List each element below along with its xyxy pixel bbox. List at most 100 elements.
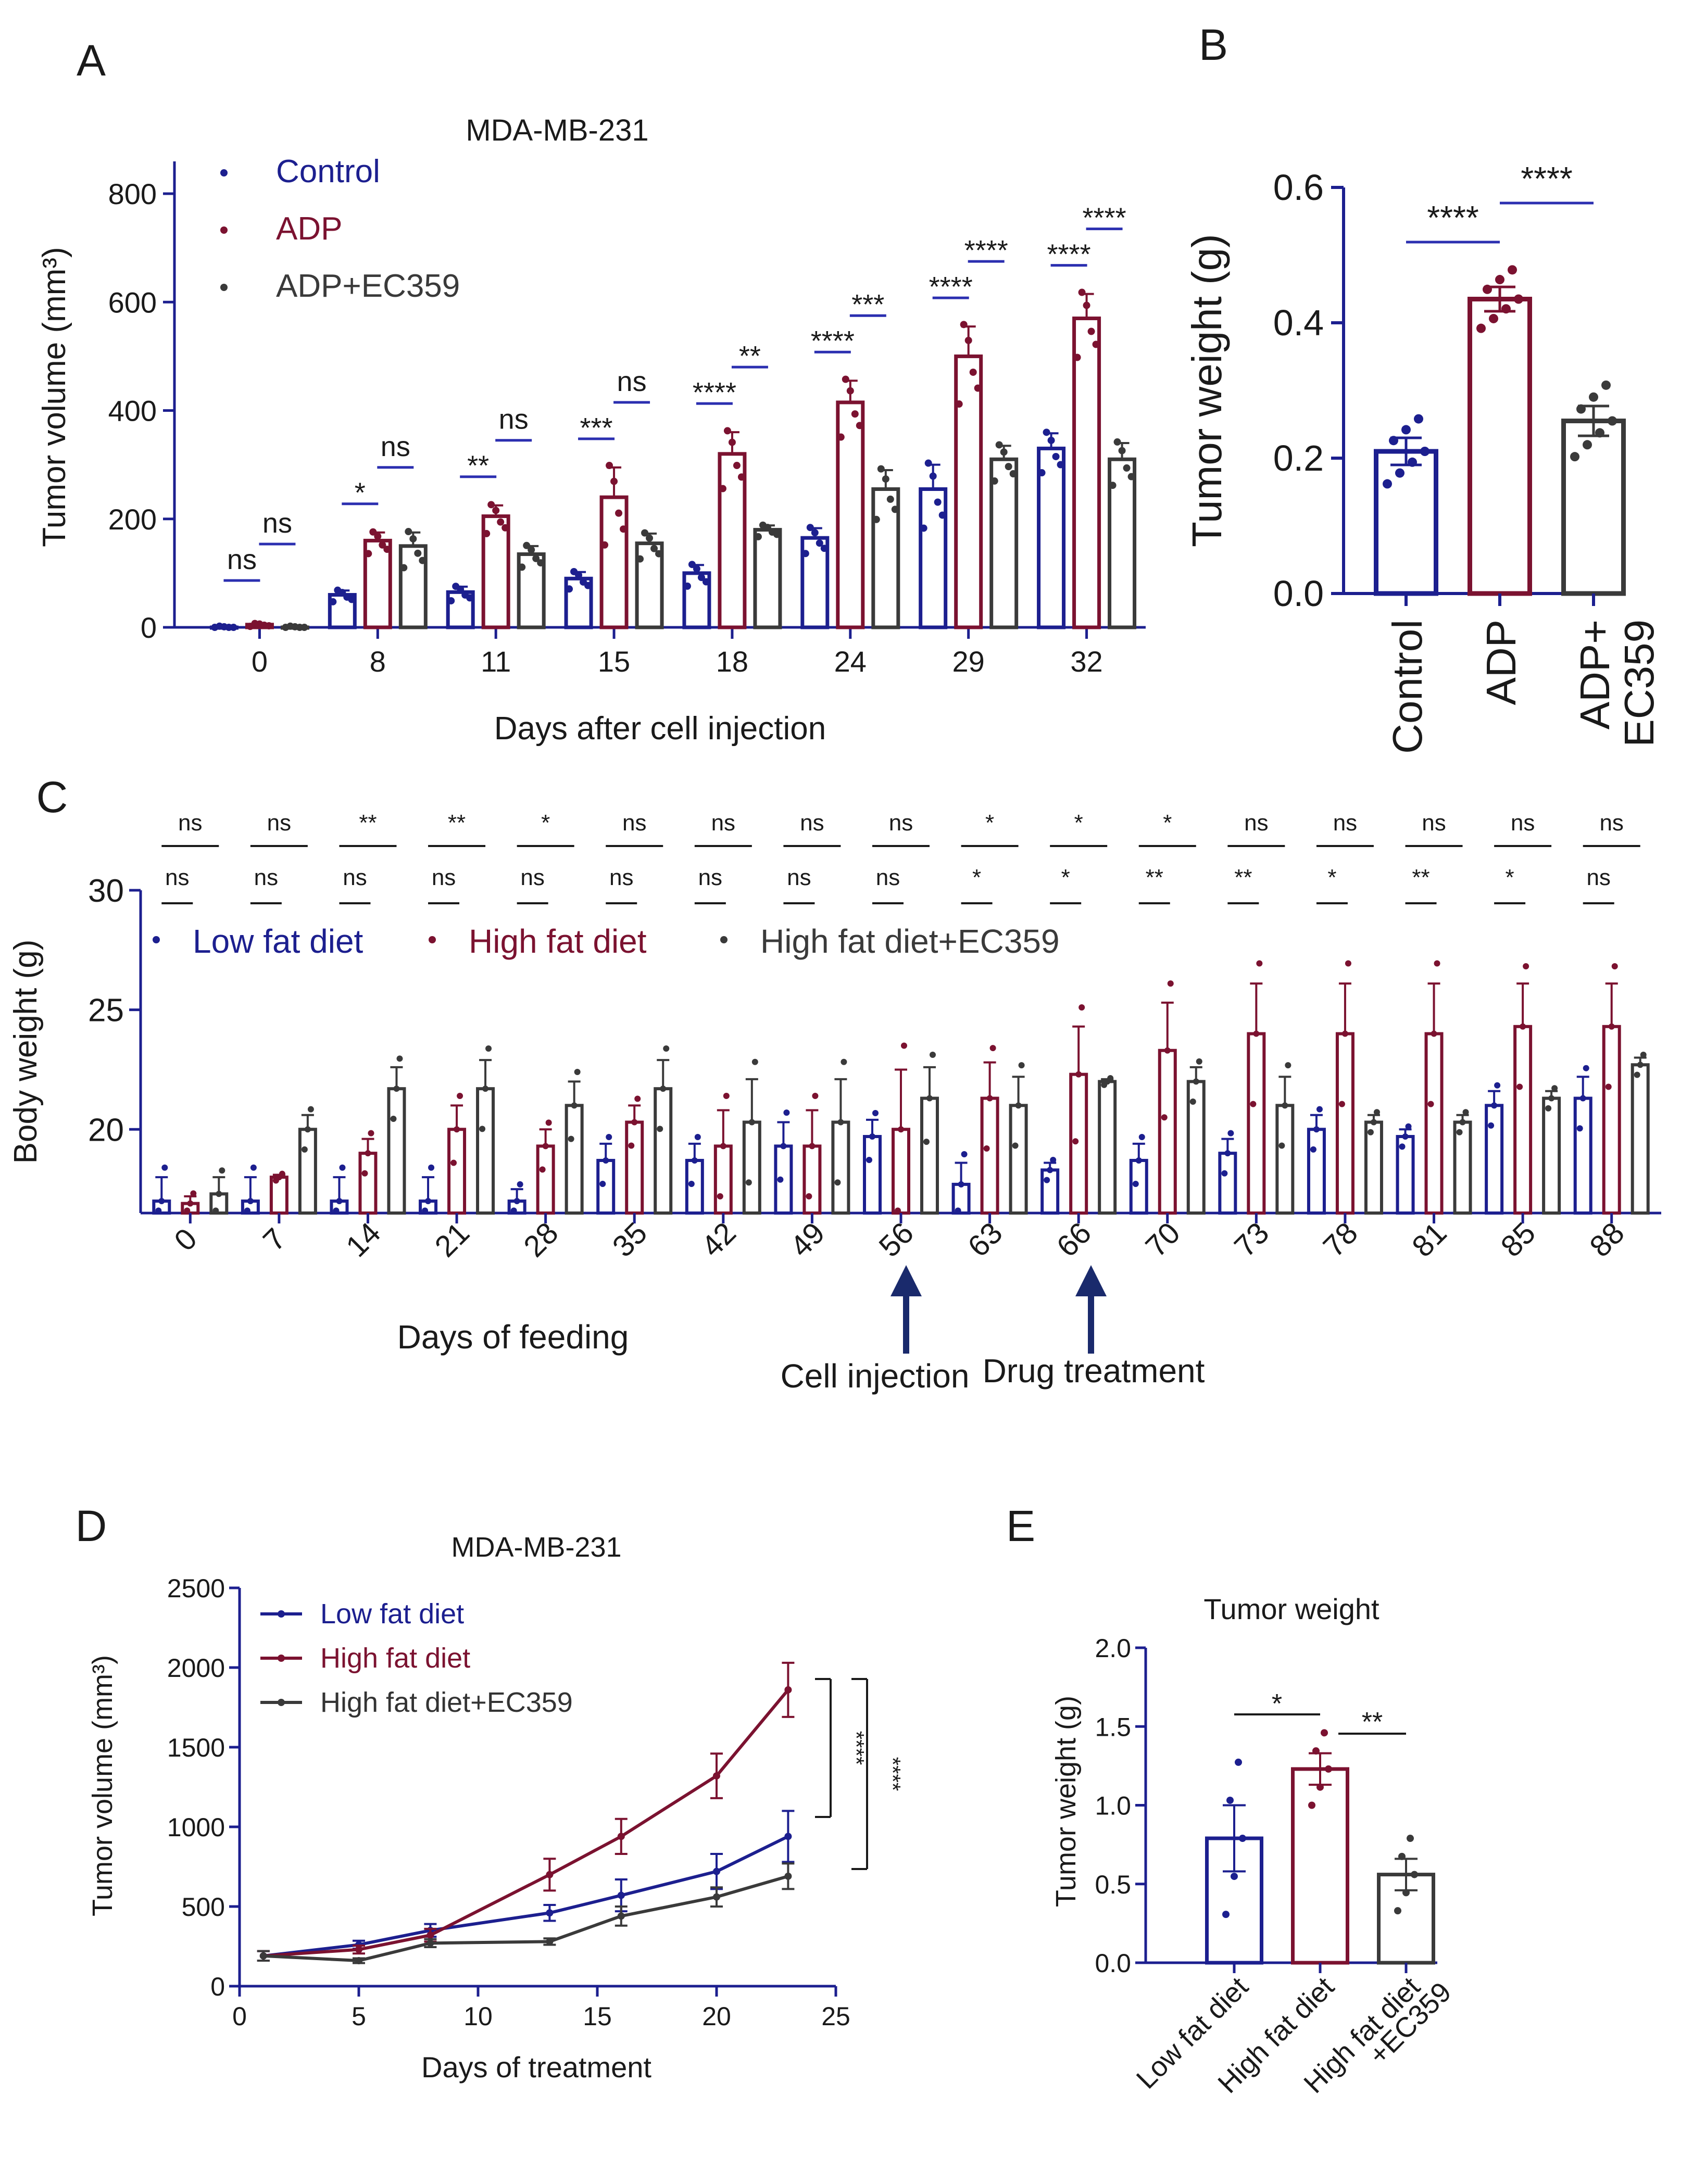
data-point bbox=[837, 433, 845, 441]
panel-d: MDA-MB-231 0 500 1000 1500 2000 2500 0 5 10 15 20 25… bbox=[87, 1532, 905, 2084]
significance-label: * bbox=[355, 477, 366, 509]
x-tick-label: 0 bbox=[252, 645, 268, 678]
bar bbox=[1631, 1063, 1650, 1215]
data-point bbox=[1341, 1030, 1348, 1037]
bar-adp bbox=[954, 354, 983, 629]
y-tick-label: 0 bbox=[210, 1972, 225, 2001]
data-point bbox=[924, 459, 932, 467]
data-point bbox=[1576, 404, 1586, 414]
data-point bbox=[901, 1042, 907, 1049]
bar bbox=[831, 1120, 850, 1215]
data-point bbox=[454, 1126, 460, 1133]
significance-label: **** bbox=[811, 325, 855, 357]
bar bbox=[1218, 1152, 1237, 1215]
bar bbox=[1307, 1128, 1326, 1215]
data-point bbox=[1431, 1030, 1437, 1037]
legend-marker bbox=[153, 936, 160, 943]
significance-label: ** bbox=[467, 450, 489, 482]
data-point bbox=[1491, 1102, 1498, 1109]
data-point bbox=[190, 1190, 197, 1197]
data-point bbox=[1583, 1065, 1589, 1071]
bar-adp bbox=[363, 538, 392, 629]
significance-label: **** bbox=[1047, 239, 1091, 270]
y-tick-label: 1500 bbox=[167, 1733, 225, 1762]
data-point bbox=[1087, 327, 1095, 335]
data-point bbox=[1015, 1102, 1022, 1109]
data-point bbox=[304, 1126, 311, 1133]
y-tick-label: 30 bbox=[88, 873, 124, 909]
data-point bbox=[568, 1135, 574, 1142]
data-point bbox=[1073, 354, 1081, 361]
data-point bbox=[492, 507, 500, 514]
bar bbox=[1364, 1120, 1383, 1215]
data-point bbox=[1551, 1085, 1558, 1092]
data-point bbox=[1501, 304, 1511, 314]
data-point bbox=[688, 561, 696, 569]
data-point bbox=[1611, 963, 1618, 970]
data-point bbox=[355, 1957, 362, 1965]
data-point bbox=[974, 384, 982, 392]
data-point bbox=[1456, 1129, 1463, 1135]
data-point bbox=[1083, 301, 1090, 309]
data-point bbox=[447, 597, 455, 604]
x-tick-label: 28 bbox=[517, 1216, 565, 1264]
bar bbox=[742, 1120, 761, 1215]
data-point bbox=[784, 1833, 792, 1840]
data-point bbox=[1514, 294, 1523, 304]
x-tick-label: 10 bbox=[463, 2002, 493, 2031]
data-point bbox=[1038, 469, 1046, 477]
data-point bbox=[450, 1159, 457, 1166]
significance-label: **** bbox=[964, 235, 1008, 266]
data-point bbox=[719, 485, 726, 493]
data-point bbox=[1367, 1129, 1374, 1135]
data-point bbox=[1005, 463, 1012, 471]
significance-label: **** bbox=[1521, 160, 1573, 197]
x-tick-label: 15 bbox=[583, 2002, 612, 2031]
significance-label: ns bbox=[227, 544, 257, 575]
data-point bbox=[339, 1164, 346, 1171]
y-tick-label: 800 bbox=[108, 178, 157, 210]
data-point bbox=[1224, 1150, 1231, 1157]
data-point bbox=[834, 1179, 841, 1186]
significance-label: ns bbox=[1586, 865, 1610, 890]
data-point bbox=[301, 1146, 308, 1153]
bar bbox=[1247, 1032, 1266, 1215]
data-point bbox=[1285, 1062, 1291, 1069]
data-point bbox=[1047, 1167, 1054, 1173]
bar bbox=[1468, 297, 1532, 596]
bar-control bbox=[919, 487, 948, 629]
data-point bbox=[570, 567, 578, 575]
significance-label: * bbox=[1163, 810, 1172, 836]
panel-label-b: B bbox=[1199, 20, 1228, 69]
data-point bbox=[820, 545, 828, 552]
x-tick-label: 78 bbox=[1316, 1216, 1364, 1264]
legend-marker bbox=[278, 1655, 285, 1662]
x-tick-label: 49 bbox=[784, 1216, 832, 1264]
data-point bbox=[1405, 1123, 1412, 1130]
data-point bbox=[620, 525, 628, 533]
data-point bbox=[930, 1051, 936, 1058]
data-point bbox=[1138, 1133, 1145, 1140]
legend-marker bbox=[429, 936, 436, 943]
data-point bbox=[801, 550, 809, 558]
significance-label: ** bbox=[1146, 865, 1163, 890]
annotation: Drug treatment bbox=[983, 1352, 1205, 1390]
data-point bbox=[428, 1164, 435, 1171]
y-axis-title: Tumor volume (mm³) bbox=[87, 1655, 118, 1916]
data-point bbox=[784, 1686, 792, 1694]
data-point bbox=[409, 535, 417, 542]
significance-label: ns bbox=[499, 404, 529, 435]
data-point bbox=[187, 1200, 194, 1207]
chart-title: Tumor weight bbox=[1203, 1593, 1380, 1625]
data-point bbox=[1402, 1889, 1410, 1897]
data-point bbox=[693, 565, 700, 573]
legend-label: High fat diet+EC359 bbox=[320, 1687, 573, 1718]
data-point bbox=[601, 541, 609, 549]
data-point bbox=[1132, 1180, 1139, 1187]
chart-title: MDA-MB-231 bbox=[451, 1532, 621, 1563]
data-point bbox=[1231, 1873, 1238, 1880]
y-tick-label: 1.0 bbox=[1095, 1791, 1131, 1821]
x-tick-label: 63 bbox=[961, 1216, 1009, 1264]
data-point bbox=[1494, 1082, 1501, 1089]
data-point bbox=[737, 473, 745, 481]
